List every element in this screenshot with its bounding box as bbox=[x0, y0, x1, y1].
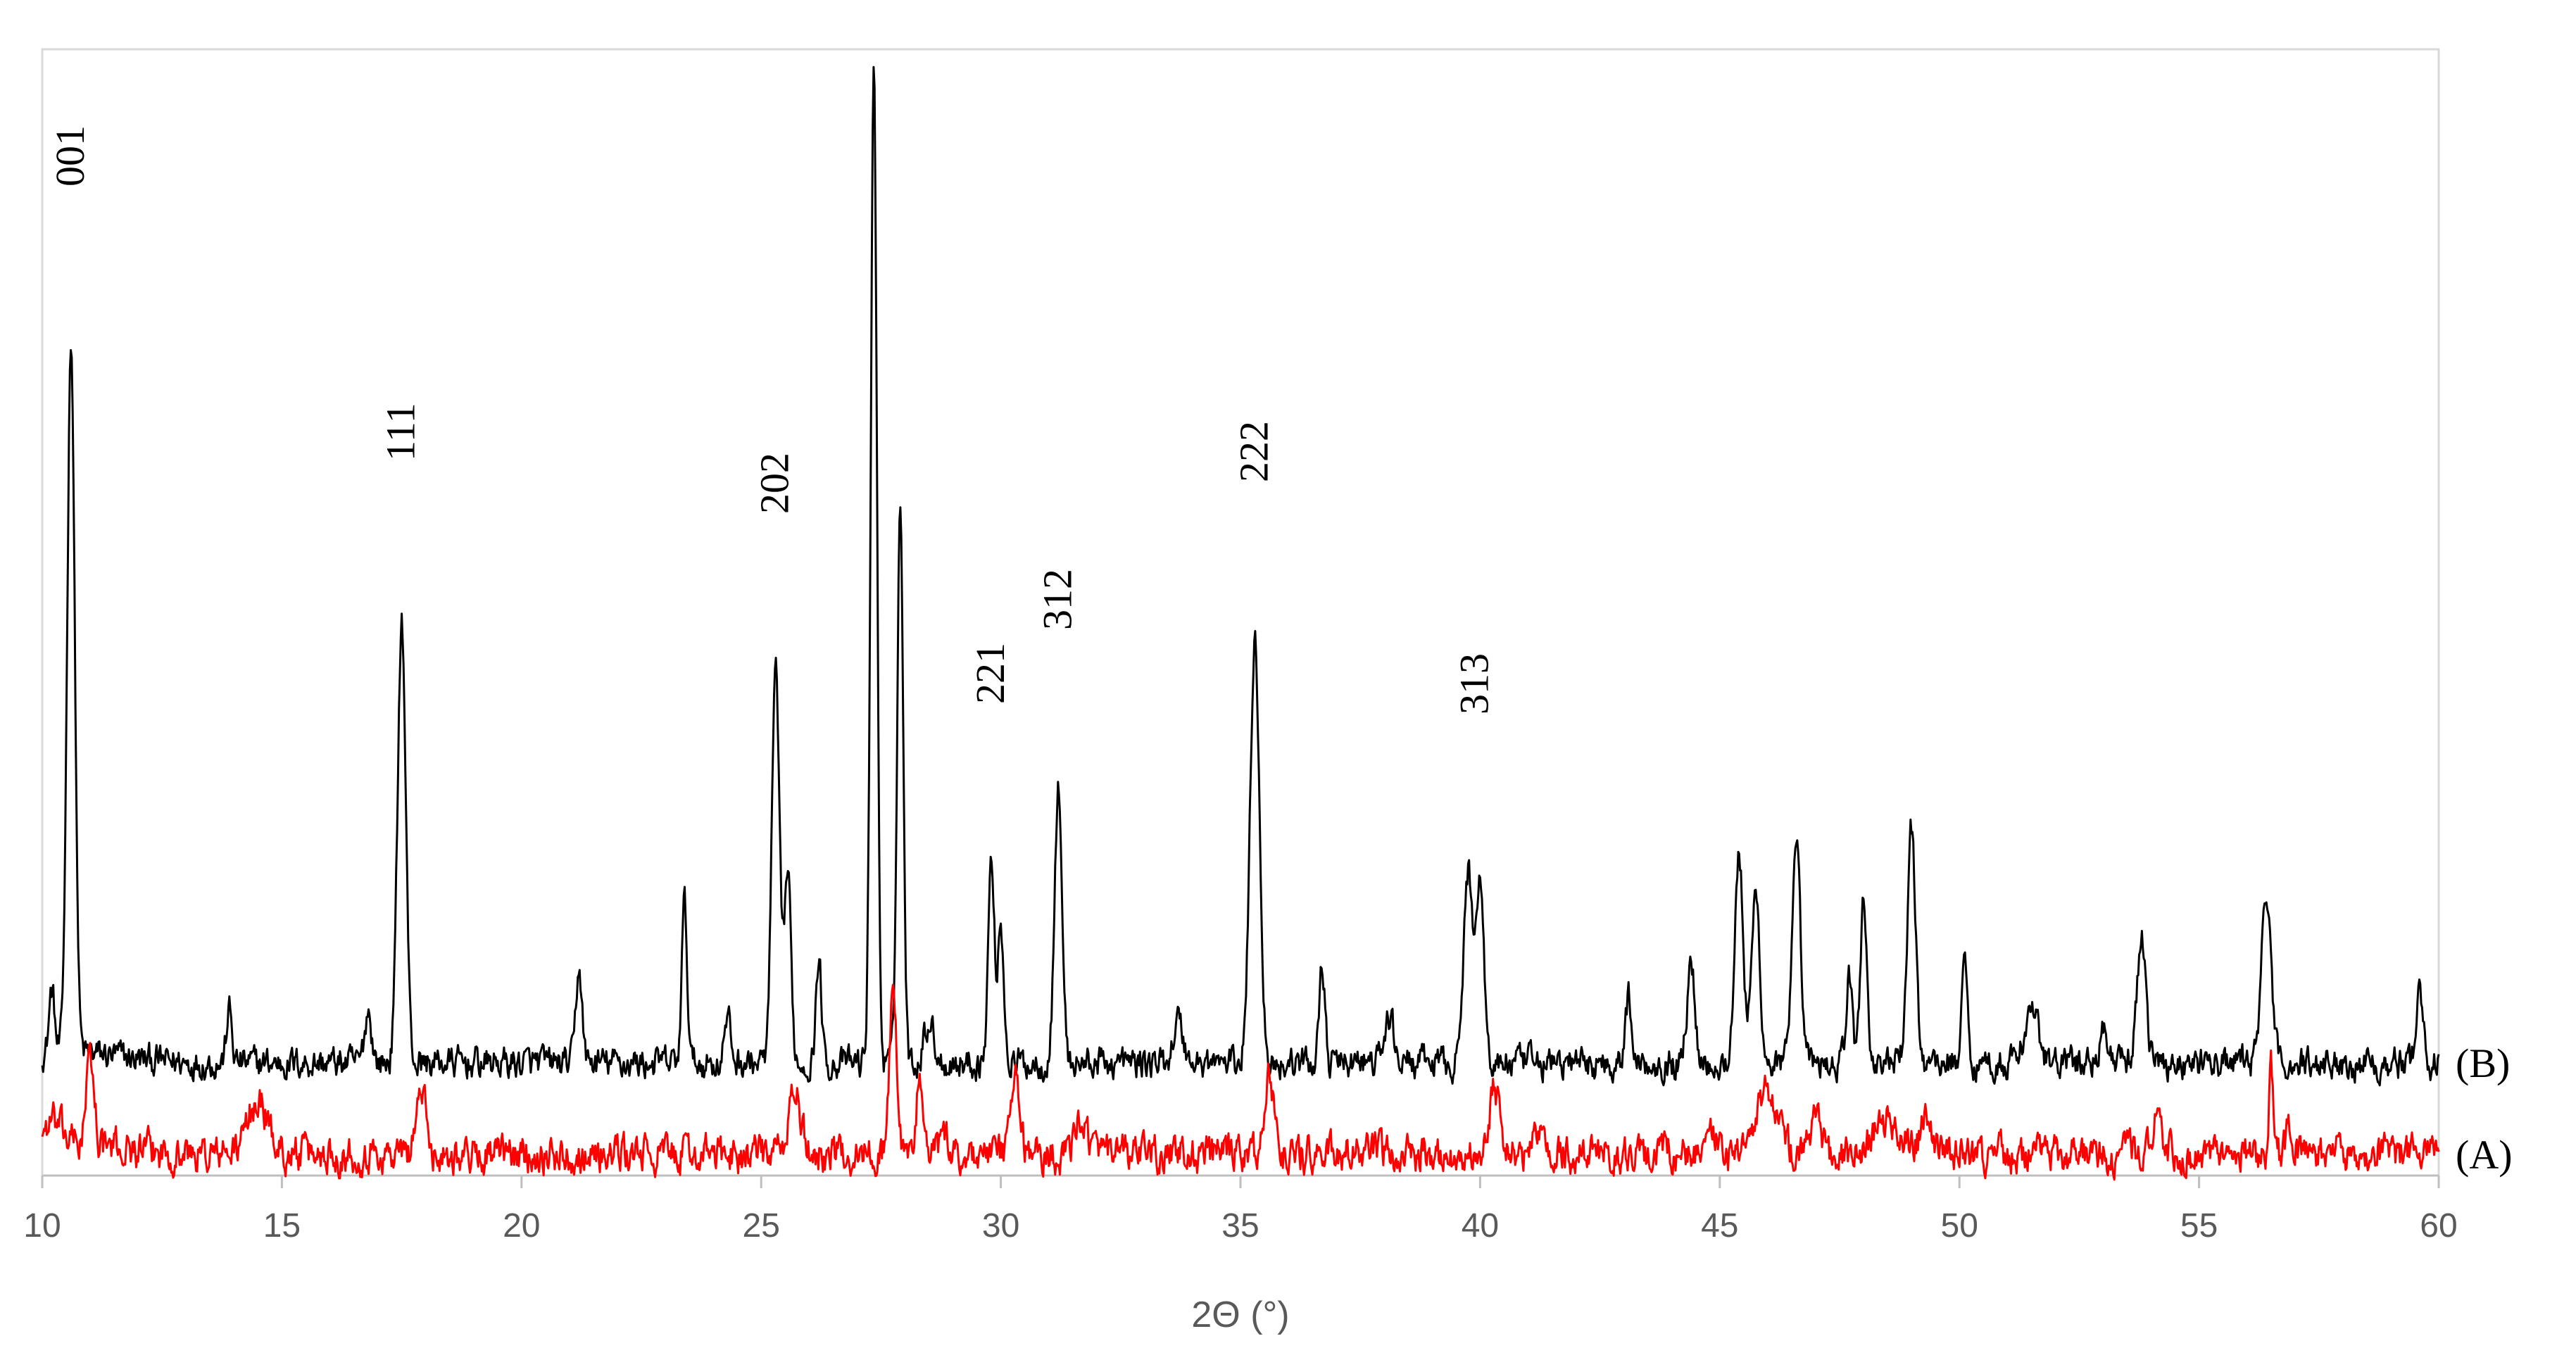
x-axis-ticks bbox=[41, 1176, 2440, 1188]
series-line-b bbox=[41, 65, 2440, 1087]
x-tick-label: 10 bbox=[23, 1207, 61, 1245]
peak-label: 312 bbox=[1034, 569, 1080, 630]
x-tick-label: 30 bbox=[982, 1207, 1019, 1245]
series-line-a bbox=[41, 983, 2440, 1181]
x-tick-label: 15 bbox=[263, 1207, 301, 1245]
x-tick-label: 55 bbox=[2180, 1207, 2218, 1245]
x-tick-label: 25 bbox=[743, 1207, 780, 1245]
series-labels: (B) (A) bbox=[2456, 1040, 2513, 1178]
x-tick-label: 45 bbox=[1701, 1207, 1738, 1245]
peak-label: 001 bbox=[47, 125, 93, 187]
x-tick-label: 50 bbox=[1941, 1207, 1978, 1245]
x-axis-tick-labels: 10 15 20 25 30 35 40 45 50 55 60 bbox=[23, 1207, 2457, 1245]
series-lines bbox=[41, 65, 2440, 1181]
peak-label: 221 bbox=[967, 643, 1013, 704]
peak-label: 313 bbox=[1452, 653, 1497, 714]
x-tick-label: 60 bbox=[2420, 1207, 2457, 1245]
x-tick-label: 35 bbox=[1221, 1207, 1259, 1245]
peak-labels: 001111202220221312222313 bbox=[47, 125, 1497, 714]
series-label-a: (A) bbox=[2456, 1132, 2513, 1178]
peak-label: 111 bbox=[378, 403, 424, 461]
x-tick-label: 20 bbox=[503, 1207, 540, 1245]
plot-frame bbox=[41, 48, 2440, 1177]
series-label-b: (B) bbox=[2456, 1040, 2510, 1086]
x-axis-title: 2Θ (°) bbox=[1191, 1294, 1289, 1335]
peak-label: 202 bbox=[752, 453, 798, 514]
peak-label: 222 bbox=[1231, 421, 1276, 482]
x-tick-label: 40 bbox=[1462, 1207, 1499, 1245]
